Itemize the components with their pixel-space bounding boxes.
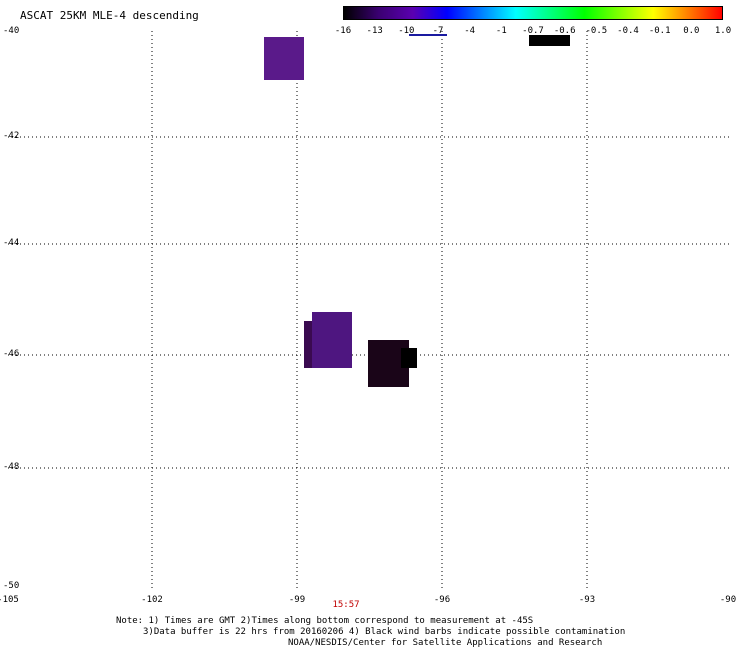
lat-label: -48 (3, 462, 20, 472)
colorbar-tick-label: -1 (495, 26, 507, 36)
colorbar-tick-label: 1.0 (714, 26, 732, 36)
colorbar-tick-label: -4 (464, 26, 476, 36)
lat-label: -42 (3, 131, 20, 141)
colorbar-tick-label: -7 (432, 26, 444, 36)
lat-label: -46 (3, 349, 20, 359)
colorbar (343, 6, 723, 20)
lon-label: -90 (719, 595, 737, 605)
lon-label: -105 (0, 595, 19, 605)
data-cells (264, 34, 570, 387)
colorbar-tick-label: -0.5 (585, 26, 608, 36)
lon-label: -96 (433, 595, 451, 605)
colorbar-tick-label: 0.0 (683, 26, 700, 36)
grid-lines (8, 31, 732, 590)
lon-label: -102 (141, 595, 163, 605)
colorbar-tick-label: -0.1 (648, 26, 671, 36)
lon-label: -99 (288, 595, 306, 605)
wind-cell (264, 37, 304, 80)
colorbar-tick-label: -16 (334, 26, 352, 36)
wind-cell (401, 348, 417, 368)
wind-cell (312, 312, 352, 368)
lat-label: -44 (3, 238, 20, 248)
colorbar-tick-label: -10 (398, 26, 415, 36)
colorbar-tick-label: -13 (366, 26, 383, 36)
colorbar-tick-label: -0.7 (522, 26, 544, 36)
colorbar-tick-label: -0.4 (617, 26, 639, 36)
lat-label: -40 (3, 26, 20, 36)
lat-label: -50 (3, 581, 20, 591)
colorbar-tick-label: -0.6 (553, 26, 576, 36)
wind-cell (304, 321, 314, 368)
lon-label: -93 (578, 595, 596, 605)
note-line-1: Note: 1) Times are GMT 2)Times along bot… (116, 616, 534, 626)
wind-cell (529, 35, 570, 46)
note-line-3: NOAA/NESDIS/Center for Satellite Applica… (288, 638, 603, 648)
note-line-2: 3)Data buffer is 22 hrs from 20160206 4)… (143, 627, 626, 637)
chart-title: ASCAT 25KM MLE-4 descending (20, 9, 199, 22)
time-label: 15:57 (332, 600, 360, 610)
